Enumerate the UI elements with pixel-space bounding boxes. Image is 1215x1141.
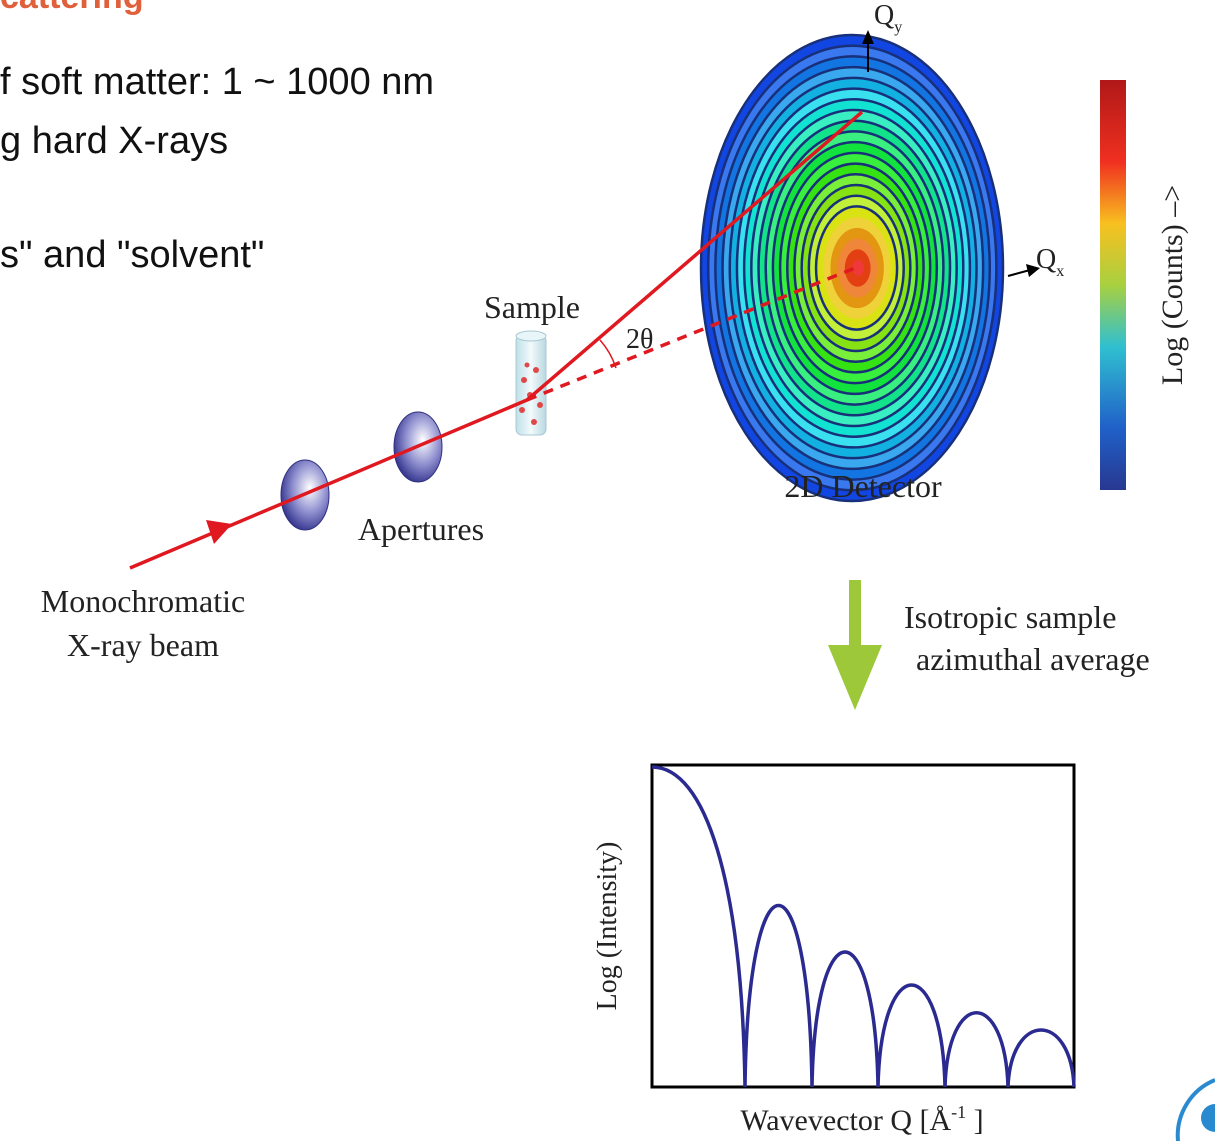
detector-label: 2D Detector [784, 468, 942, 504]
bullet: g hard X-rays [0, 120, 228, 162]
colorbar-label: Log (Counts) –> [1156, 185, 1189, 385]
qx-sub: x [1056, 263, 1064, 280]
beam-label: X-ray beam [67, 627, 219, 663]
process-arrow [849, 580, 861, 652]
apertures-label: Apertures [358, 511, 484, 547]
qx-symbol: Q [1036, 244, 1056, 275]
qx-label: Qx [1036, 244, 1064, 280]
sample-tube [515, 334, 547, 436]
logo-dot [1201, 1104, 1215, 1132]
bullet: f soft matter: 1 ~ 1000 nm [0, 61, 434, 103]
intensity-curve [651, 765, 1076, 1088]
process-arrowhead [828, 645, 882, 710]
xlabel-end: ] [966, 1104, 984, 1137]
particles [519, 362, 543, 425]
angle-label: 2θ [626, 324, 653, 355]
qx-arrowhead [1026, 264, 1040, 277]
beam [129, 110, 864, 570]
beam-arrowhead [206, 520, 232, 544]
plot-xlabel: Wavevector Q [Å-1 ] [740, 1102, 983, 1137]
sample-label: Sample [484, 289, 580, 325]
plot-frame [650, 763, 1076, 1089]
xlabel-sup: -1 [951, 1102, 966, 1122]
qy-arrowhead [862, 30, 874, 44]
qy-symbol: Q [874, 0, 894, 31]
bullet: s" and "solvent" [0, 234, 264, 276]
colorbar [1100, 80, 1126, 490]
qy-sub: y [894, 19, 902, 36]
xlabel-main: Wavevector Q [Å [740, 1104, 951, 1137]
process-label: Isotropic sample [904, 599, 1116, 635]
process-label: azimuthal average [916, 641, 1150, 677]
plot-ylabel: Log (Intensity) [592, 842, 623, 1011]
sample-tube-top [515, 330, 547, 342]
logo [1175, 1078, 1215, 1141]
slide-title: cattering [0, 0, 144, 16]
beam-label: Monochromatic [41, 583, 245, 619]
qx-arrow [1007, 269, 1031, 277]
detector-ring [852, 260, 864, 276]
qy-label: Qy [874, 0, 902, 36]
